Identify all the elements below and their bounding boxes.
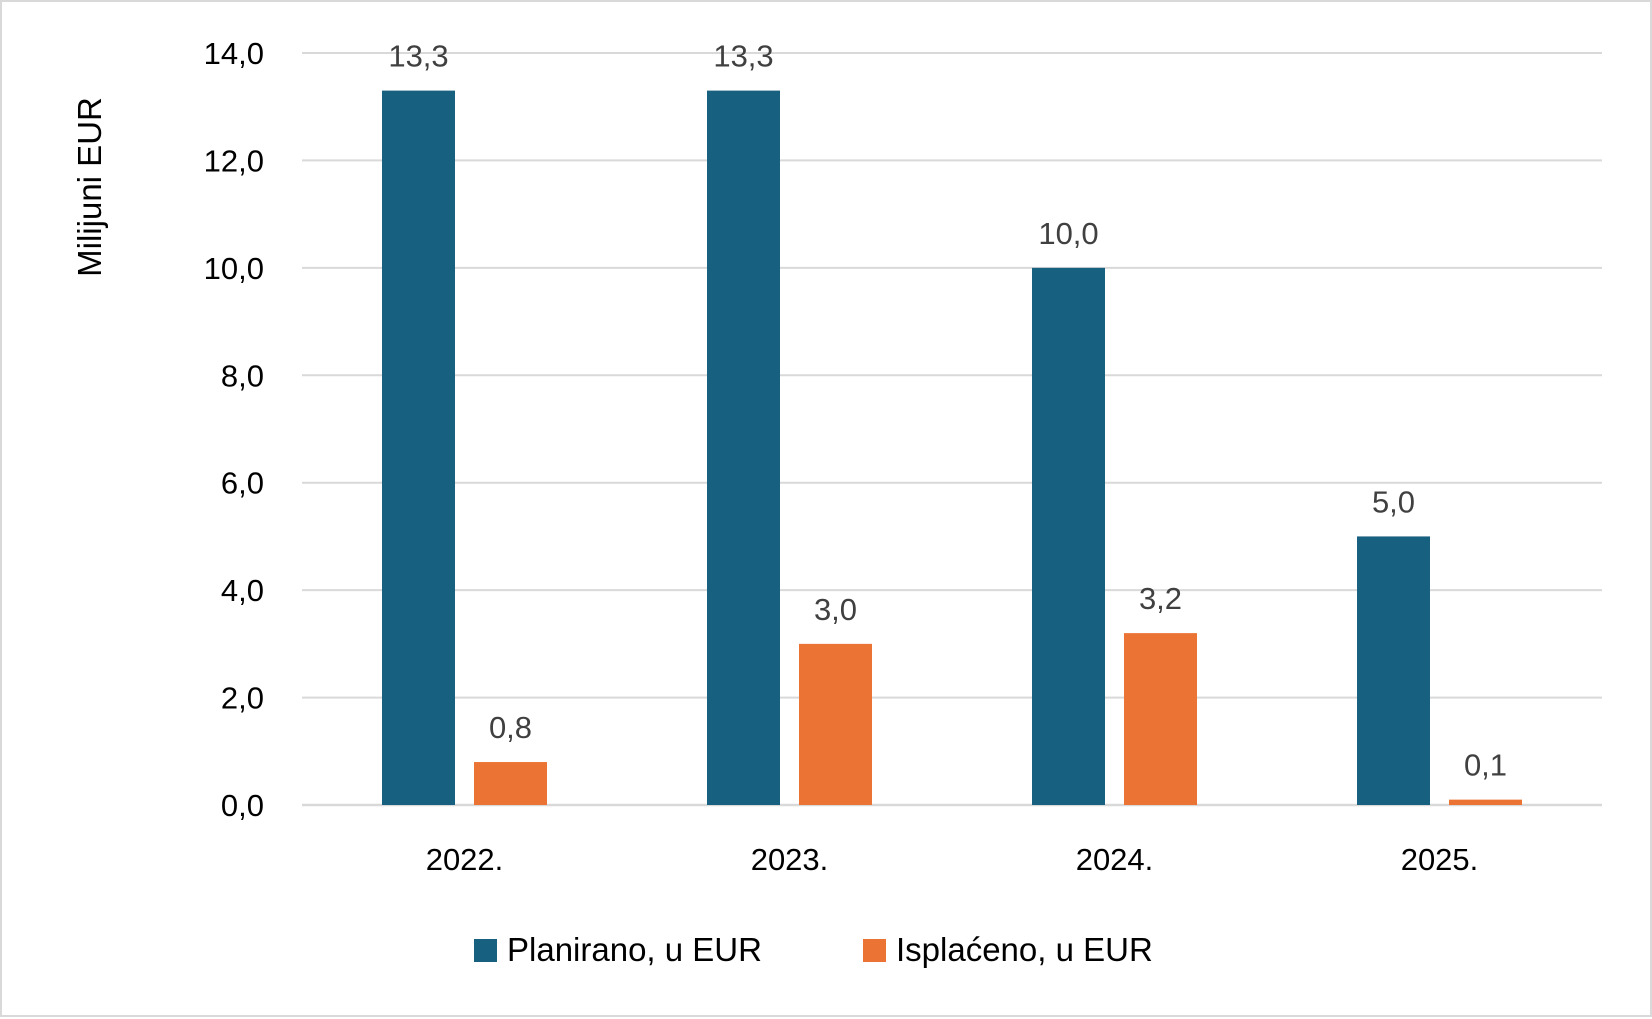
legend-label: Planirano, u EUR — [507, 931, 762, 968]
data-label: 3,0 — [814, 592, 857, 627]
y-tick-label: 6,0 — [221, 466, 264, 501]
y-axis-label: Milijuni EUR — [71, 97, 108, 277]
y-tick-label: 10,0 — [204, 251, 264, 286]
y-tick-label: 2,0 — [221, 681, 264, 716]
bar-isplaceno — [799, 643, 872, 805]
bar-isplaceno — [474, 762, 547, 805]
data-label: 10,0 — [1038, 216, 1098, 251]
data-label: 5,0 — [1372, 484, 1415, 519]
y-tick-label: 4,0 — [221, 573, 264, 608]
data-label: 13,3 — [388, 39, 448, 74]
data-label: 13,3 — [713, 39, 773, 74]
bar-isplaceno — [1449, 799, 1522, 805]
y-tick-label: 8,0 — [221, 358, 264, 393]
legend-swatch — [474, 939, 497, 962]
x-tick-label: 2025. — [1401, 842, 1479, 877]
data-label: 0,1 — [1464, 748, 1507, 783]
bar-planirano — [707, 90, 780, 806]
legend-label: Isplaćeno, u EUR — [896, 931, 1153, 968]
y-tick-label: 14,0 — [204, 36, 264, 71]
x-tick-label: 2024. — [1076, 842, 1154, 877]
bar-planirano — [1357, 536, 1430, 805]
bar-isplaceno — [1124, 633, 1197, 805]
bar-planirano — [1032, 267, 1105, 805]
data-label: 3,2 — [1139, 581, 1182, 616]
y-tick-label: 0,0 — [221, 788, 264, 823]
legend-swatch — [863, 939, 886, 962]
x-tick-label: 2023. — [751, 842, 829, 877]
x-tick-label: 2022. — [426, 842, 504, 877]
bar-planirano — [382, 90, 455, 806]
data-label: 0,8 — [489, 710, 532, 745]
y-tick-label: 12,0 — [204, 143, 264, 178]
